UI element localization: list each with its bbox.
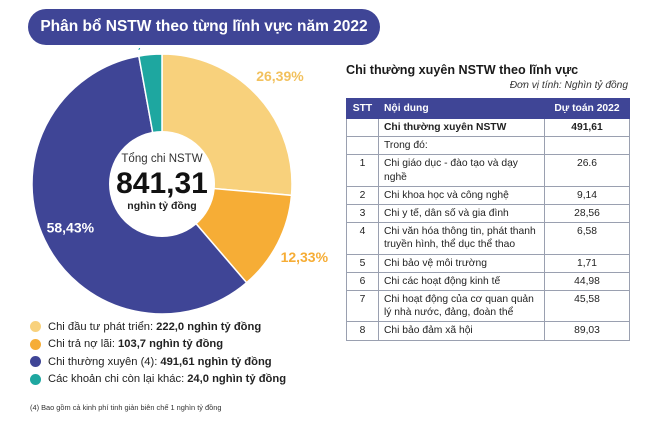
cell-value: 89,03 [544,321,630,341]
cell-value: 44,98 [544,271,630,292]
cell-content: Trong đó: [378,136,545,156]
table-row: Trong đó: [346,136,630,156]
cell-value: 45,58 [544,290,630,323]
table-row: 3 Chi y tế, dân số và gia đình 28,56 [346,204,630,224]
cell-stt: 2 [346,185,379,206]
legend-dot-icon [30,321,41,333]
table-header-row: STT Nội dung Dự toán 2022 [346,98,630,119]
header-value: Dự toán 2022 [544,98,630,119]
donut-hole [109,131,215,237]
cell-content: Chi hoạt động của cơ quan quản lý nhà nư… [378,290,545,323]
legend-value: 103,7 nghìn tỷ đồng [118,338,224,351]
cell-stt: 1 [346,154,379,187]
cell-value: 28,56 [544,204,630,224]
donut-center-label: Tổng chi NSTW [121,153,202,165]
donut-slice-label: 26,39% [256,68,304,84]
cell-stt [346,136,379,156]
cell-content: Chi giáo dục - đào tạo và dạy nghề [378,154,545,187]
budget-table: STT Nội dung Dự toán 2022 Chi thường xuy… [346,98,630,341]
cell-value: 1,71 [544,253,630,273]
table-row: 6 Chi các hoạt động kinh tế 44,98 [346,271,630,292]
donut-chart: 26,39% 12,33% 58,43% 2,85% Tổng chi NSTW 84… [31,48,329,315]
legend-dot-icon [30,356,41,368]
legend-item: Các khoản chi còn lại khác: 24,0 nghìn t… [30,371,330,389]
donut-center-unit: nghìn tỷ đồng [127,200,196,212]
legend-label: Chi thường xuyên (4): [48,355,158,368]
legend-label: Các khoản chi còn lại khác: [48,373,185,386]
cell-value: 26.6 [544,154,630,187]
cell-content: Chi khoa học và công nghệ [378,185,545,206]
table-unit: Đơn vị tính: Nghìn tỷ đồng [509,80,628,91]
cell-value: 491,61 [544,117,630,138]
legend-dot-icon [30,338,41,350]
donut-center-value: 841,31 [116,167,208,200]
table-title: Chi thường xuyên NSTW theo lĩnh vực [346,63,579,77]
table-row: 8 Chi bảo đảm xã hội 89,03 [346,321,630,341]
legend-item: Chi thường xuyên (4): 491,61 nghìn tỷ đồ… [30,353,330,371]
cell-value: 6,58 [544,222,630,255]
legend-value: 491,61 nghìn tỷ đồng [160,355,272,368]
cell-content: Chi thường xuyên NSTW [378,117,545,138]
cell-stt [346,117,379,138]
donut-slice-label: 58,43% [47,220,95,236]
donut-slice-label: 2,85% [129,48,169,51]
cell-content: Chi các hoạt động kinh tế [378,271,545,292]
page-title: Phân bổ NSTW theo từng lĩnh vực năm 2022 [28,9,380,45]
legend-dot-icon [30,373,41,385]
legend-label: Chi trả nợ lãi: [48,338,116,351]
cell-stt: 8 [346,321,379,341]
cell-stt: 4 [346,222,379,255]
chart-legend: Chi đầu tư phát triển: 222,0 nghìn tỷ đồ… [30,318,330,388]
cell-content: Chi văn hóa thông tin, phát thanh truyền… [378,222,545,255]
table-row: 5 Chi bảo vệ môi trường 1,71 [346,253,630,273]
legend-label: Chi đầu tư phát triển: [48,320,154,333]
table-row-total: Chi thường xuyên NSTW 491,61 [346,117,630,138]
header-stt: STT [346,98,379,119]
header-content: Nội dung [378,98,545,119]
footnote: (4) Bao gồm cả kinh phí tinh giản biên c… [30,403,222,412]
cell-stt: 6 [346,271,379,292]
cell-content: Chi bảo vệ môi trường [378,253,545,273]
table-row: 7 Chi hoạt động của cơ quan quản lý nhà … [346,290,630,323]
cell-stt: 3 [346,204,379,224]
table-row: 4 Chi văn hóa thông tin, phát thanh truy… [346,222,630,255]
cell-stt: 7 [346,290,379,323]
cell-content: Chi y tế, dân số và gia đình [378,204,545,224]
donut-slice-label: 12,33% [281,249,329,265]
cell-value [544,136,630,156]
legend-item: Chi trả nợ lãi: 103,7 nghìn tỷ đồng [30,336,330,354]
legend-item: Chi đầu tư phát triển: 222,0 nghìn tỷ đồ… [30,318,330,336]
legend-value: 24,0 nghìn tỷ đồng [187,373,287,386]
cell-value: 9,14 [544,185,630,206]
cell-stt: 5 [346,253,379,273]
table-row: 2 Chi khoa học và công nghệ 9,14 [346,185,630,206]
cell-content: Chi bảo đảm xã hội [378,321,545,341]
legend-value: 222,0 nghìn tỷ đồng [156,320,262,333]
table-row: 1 Chi giáo dục - đào tạo và dạy nghề 26.… [346,154,630,187]
